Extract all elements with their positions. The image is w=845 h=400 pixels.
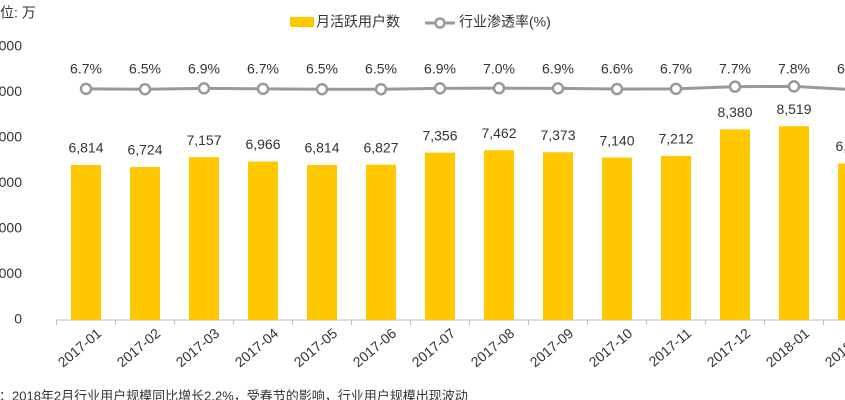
line-value-label: 6.9% [188, 61, 220, 77]
line-value-label: 6.5% [306, 61, 338, 77]
line-marker [492, 81, 506, 95]
line-value-label: 7.0% [483, 61, 515, 77]
bar-value-label: 7,157 [186, 132, 221, 148]
y-tick-label: 10000 [0, 83, 22, 99]
bar-value-label: 7,373 [540, 127, 575, 143]
bar [543, 152, 573, 320]
line-value-label: 6.5% [365, 61, 397, 77]
y-tick-label: 0 [14, 311, 22, 327]
line-value-label: 6.9% [424, 61, 456, 77]
x-tick-label: 2017-08 [468, 325, 518, 370]
bar [189, 157, 219, 320]
bar-value-label: 8,519 [776, 101, 811, 117]
bar-value-label: 7,462 [481, 125, 516, 141]
x-tick-label: 2017-06 [350, 325, 400, 370]
x-tick-label: 2017-07 [409, 325, 459, 370]
bar-value-label: 6,814 [304, 140, 339, 156]
y-tick-label: 4000 [0, 220, 22, 236]
bar-value-label: 8,380 [717, 104, 752, 120]
line-marker [551, 82, 565, 95]
x-tick-label: 2017-02 [114, 325, 164, 370]
line-marker [787, 80, 801, 93]
line-value-label: 6.5% [129, 61, 161, 77]
x-tick-label: 2017-11 [645, 325, 694, 370]
line-value-label: 7.7% [719, 61, 751, 77]
line-marker [138, 83, 152, 96]
bar [425, 152, 455, 320]
x-tick-label: 2018-02 [822, 325, 845, 370]
x-tick-label: 2017-09 [527, 325, 577, 370]
legend-label: 行业渗透率(%) [459, 14, 551, 30]
bar-value-label: 6,880 [835, 138, 845, 154]
legend-swatch [290, 17, 314, 27]
x-tick-label: 2017-01 [55, 325, 105, 370]
line-marker [256, 82, 270, 96]
bar [838, 163, 845, 320]
bar [602, 157, 632, 320]
bar-value-label: 6,814 [68, 140, 103, 156]
y-tick-label: 2000 [0, 265, 22, 281]
line [85, 84, 845, 91]
line-marker [315, 83, 329, 96]
line-value-label: 6.7% [660, 61, 692, 77]
line-value-label: 7.8% [778, 61, 810, 77]
bar-value-label: 6,827 [363, 139, 398, 155]
line-marker [374, 83, 388, 96]
line-marker [433, 82, 447, 95]
line-marker [610, 82, 624, 96]
bar-value-label: 7,356 [422, 127, 457, 143]
line-value-label: 6.7% [70, 61, 102, 77]
x-tick-label: 2017-03 [173, 325, 223, 370]
line-marker [728, 80, 742, 93]
bar [307, 164, 337, 320]
legend-label: 月活跃用户数 [316, 14, 400, 30]
bar [248, 161, 278, 320]
note: 注：2018年2月行业用户规模同比增长2.2%，受春节的影响，行业用户规模出现波… [0, 388, 468, 400]
bar-value-label: 7,212 [658, 131, 693, 147]
line-marker [669, 82, 683, 96]
bar [661, 155, 691, 320]
y-tick-label: 8000 [0, 129, 22, 145]
line-marker [79, 82, 93, 96]
line-value-label: 6.9% [542, 61, 574, 77]
y-tick-label: 6000 [0, 174, 22, 190]
bar [130, 167, 160, 320]
x-tick-label: 2018-01 [763, 325, 813, 370]
bar [71, 164, 101, 320]
bar [779, 126, 809, 320]
x-tick-label: 2017-12 [704, 325, 754, 370]
x-tick-label: 2017-10 [586, 325, 636, 370]
bar-value-label: 6,724 [127, 142, 162, 158]
y-tick-label: 12000 [0, 38, 22, 54]
bar [366, 164, 396, 320]
legend-marker [434, 17, 446, 29]
bar [720, 129, 750, 320]
x-tick-label: 2017-05 [291, 325, 341, 370]
x-tick-label: 2017-04 [232, 325, 282, 370]
line-value-label: 6.6% [601, 61, 633, 77]
line-marker [197, 82, 211, 95]
bar-value-label: 7,140 [599, 132, 634, 148]
line-value-label: 6.3% [837, 61, 845, 77]
line-value-label: 6.7% [247, 61, 279, 77]
unit-label: 单位: 万 [0, 5, 36, 21]
bar-value-label: 6,966 [245, 136, 280, 152]
bar [484, 150, 514, 320]
